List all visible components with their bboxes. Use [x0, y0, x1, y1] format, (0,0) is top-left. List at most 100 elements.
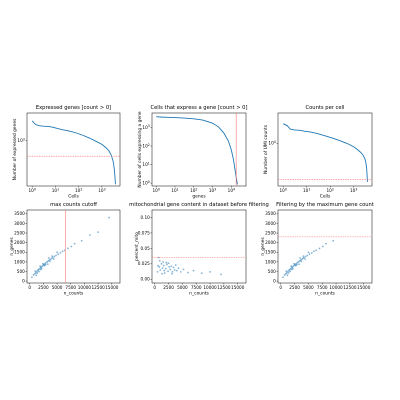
scatter-point	[165, 261, 168, 264]
series-line	[283, 123, 368, 182]
x-tick-label: 102	[327, 187, 334, 193]
chart-panel-4: 0 2500 5000 7500 10000 12500 15000050010001500…	[10, 202, 121, 297]
scatter-point	[168, 266, 171, 268]
scatter-point	[161, 267, 164, 270]
plot-frame	[151, 112, 247, 187]
x-tick-label: 5000	[52, 285, 63, 290]
x-tick-label: 101	[52, 187, 59, 193]
chart-title: Cells that express a gene [count > 0]	[150, 105, 247, 111]
x-tick-label: 102	[190, 187, 197, 193]
scatter-point	[159, 269, 162, 271]
y-tick-label: 1500	[14, 250, 25, 255]
x-tick-label: 12500	[91, 285, 105, 290]
x-tick-label: 7500	[65, 285, 76, 290]
x-tick-label: 12500	[343, 285, 357, 290]
scatter-point	[285, 271, 288, 274]
scatter-point	[318, 247, 321, 250]
scatter-point	[56, 251, 58, 254]
chart-title: Counts per cell	[306, 105, 345, 111]
y-tick-label: 500	[268, 269, 276, 274]
y-tick-label: 0	[22, 278, 25, 283]
scatter-point	[302, 255, 305, 258]
y-axis-label: n_genes	[10, 237, 15, 256]
y-tick-label: 2500	[14, 230, 25, 235]
scatter-point	[61, 250, 64, 253]
scatter-point	[220, 273, 223, 276]
y-tick-label: 2000	[265, 240, 276, 245]
x-tick-label: 0	[153, 285, 156, 290]
y-tick-label: 101	[142, 161, 149, 167]
scatter-point	[73, 242, 76, 245]
y-tick-label: 0	[273, 278, 276, 283]
y-tick-label: 102	[142, 143, 149, 149]
scatter-point	[313, 250, 315, 253]
scatter-point	[158, 266, 161, 268]
x-tick-label: 0	[28, 285, 31, 290]
scatter-point	[67, 247, 69, 250]
y-tick-label: 1000	[14, 259, 25, 264]
y-axis-label: percent_mito	[134, 232, 140, 261]
x-tick-label: 100	[28, 187, 35, 193]
x-axis-label: n_counts	[189, 291, 209, 297]
chart-panel-2: 100 101 102 103 104 100 101 102 103 Cells that ex…	[137, 105, 248, 200]
scatter-point	[35, 274, 38, 277]
scatter-point	[34, 270, 37, 272]
scatter-point	[32, 274, 35, 276]
scatter-point	[307, 251, 310, 254]
scatter-point	[51, 256, 54, 259]
scatter-point	[290, 265, 293, 267]
plot-frame	[26, 209, 121, 284]
scatter-point	[161, 272, 163, 275]
x-tick-label: 2500	[289, 285, 300, 290]
scatter-point	[53, 255, 56, 258]
y-tick-label: 0.025	[138, 261, 150, 266]
y-tick-label: 3500	[265, 211, 276, 216]
scatter-point	[286, 274, 289, 277]
scatter-point	[97, 231, 100, 233]
x-tick-label: 2500	[38, 285, 49, 290]
scatter-point	[59, 251, 62, 254]
y-tick-label: 0.075	[138, 230, 150, 235]
x-tick-label: 103	[209, 187, 216, 193]
y-tick-label: 100	[142, 180, 149, 186]
scatter-point	[289, 270, 292, 273]
scatter-point	[108, 216, 110, 219]
scatter-point	[44, 263, 47, 266]
chart-panel-1: 100 101 102 103 103 Expressed genes [count > …	[12, 105, 121, 200]
y-tick-label: 3000	[14, 221, 25, 226]
y-tick-label: 0.00	[140, 277, 150, 282]
scatter-point	[89, 234, 91, 236]
scatter-point	[192, 269, 195, 272]
y-tick-label: 3500	[14, 211, 25, 216]
scatter-point	[171, 270, 174, 273]
y-axis-label: n_genes	[261, 237, 266, 256]
chart-title: Filtering by the maximum gene count	[276, 202, 374, 208]
scatter-point	[282, 276, 284, 279]
scatter-point	[308, 253, 311, 256]
scatter-point	[310, 251, 313, 254]
scatter-point	[164, 267, 167, 270]
scatter-point	[209, 270, 211, 273]
chart-panel-6: 0 2500 5000 7500 10000 12500 15000050010001500…	[261, 202, 374, 297]
scatter-point	[321, 245, 324, 248]
x-tick-label: 101	[303, 187, 310, 193]
y-tick-label: 2500	[265, 230, 276, 235]
scatter-point	[200, 272, 203, 274]
x-tick-label: 103	[350, 187, 357, 193]
scatter-point	[285, 270, 288, 272]
y-tick-label: 1500	[265, 250, 276, 255]
scatter-point	[182, 268, 185, 271]
chart-title: Expressed genes [count > 0]	[36, 105, 111, 111]
scatter-point	[41, 262, 44, 265]
scatter-point	[157, 256, 160, 259]
x-tick-label: 10000	[329, 285, 343, 290]
chart-title: mitochondrial gene content in dataset be…	[129, 202, 269, 208]
scatter-point	[173, 269, 176, 271]
scatter-point	[39, 268, 42, 271]
y-axis-label: Number of expressed genes	[12, 118, 18, 181]
scatter-point	[332, 239, 335, 242]
x-tick-label: 0	[279, 285, 282, 290]
x-tick-label: 100	[280, 187, 287, 193]
x-tick-label: 10000	[78, 285, 92, 290]
y-tick-label: 104	[268, 140, 275, 146]
